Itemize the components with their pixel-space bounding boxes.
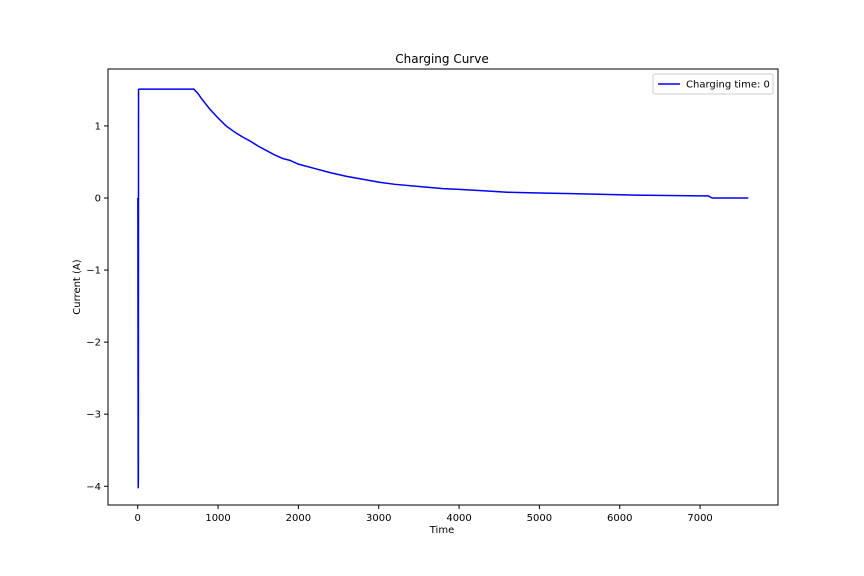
plot-frame xyxy=(107,68,779,506)
y-axis-label: Current (A) xyxy=(72,259,83,314)
x-tick-label: 0 xyxy=(135,513,141,524)
x-tick-label: 1000 xyxy=(205,513,230,524)
legend-box xyxy=(652,73,774,95)
x-tick-label: 4000 xyxy=(446,513,471,524)
x-tick-label: 7000 xyxy=(687,513,712,524)
x-tick-label: 3000 xyxy=(366,513,391,524)
series-layer xyxy=(136,88,749,489)
y-tick-label: 0 xyxy=(95,193,101,204)
y-tick-label: 1 xyxy=(95,121,101,132)
legend-entry-label: Charging time: 0 xyxy=(686,80,770,91)
x-axis-ticks: 0 1000 2000 3000 4000 5000 6000 7000 xyxy=(135,505,713,524)
y-axis-ticks: −4 −3 −2 −1 0 1 xyxy=(86,121,108,493)
x-tick-label: 5000 xyxy=(527,513,552,524)
x-tick-label: 2000 xyxy=(286,513,311,524)
y-tick-label: −1 xyxy=(86,266,101,277)
y-tick-label: −2 xyxy=(86,338,101,349)
y-tick-label: −4 xyxy=(86,482,101,493)
series-line-0 xyxy=(136,88,749,489)
x-tick-label: 6000 xyxy=(607,513,632,524)
y-tick-label: −3 xyxy=(86,410,101,421)
chart-title: Charging Curve xyxy=(395,52,488,66)
x-axis-label: Time xyxy=(429,525,454,536)
legend: Charging time: 0 xyxy=(652,73,774,95)
